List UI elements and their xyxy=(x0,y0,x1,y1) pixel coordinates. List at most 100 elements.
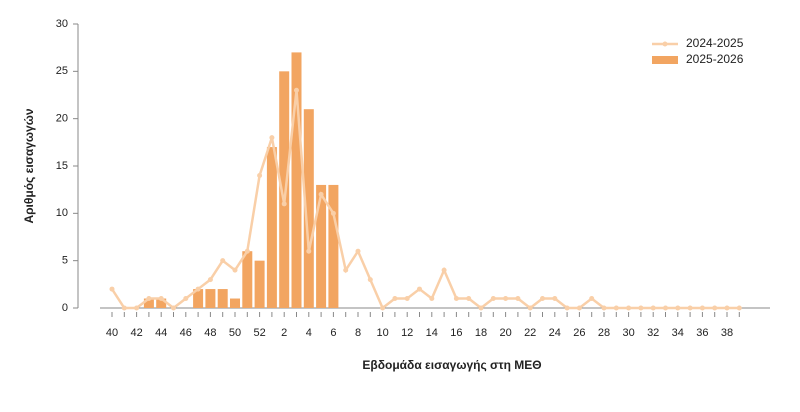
y-tick-label: 30 xyxy=(56,18,68,30)
point xyxy=(269,135,275,141)
point xyxy=(724,305,730,311)
bar xyxy=(291,52,302,309)
x-tick-label: 6 xyxy=(330,327,336,339)
x-tick-label: 38 xyxy=(721,327,733,339)
x-tick-label: 52 xyxy=(253,327,265,339)
x-tick-label: 4 xyxy=(306,327,312,339)
point xyxy=(699,305,705,311)
point xyxy=(158,296,164,302)
x-tick-label: 36 xyxy=(696,327,708,339)
bar xyxy=(303,109,314,308)
point xyxy=(515,296,521,302)
point xyxy=(244,248,250,254)
point xyxy=(281,201,287,207)
x-tick-label: 46 xyxy=(180,327,192,339)
point xyxy=(429,296,435,302)
point xyxy=(478,305,484,311)
point xyxy=(306,248,312,254)
bar xyxy=(242,251,253,308)
point xyxy=(232,267,238,273)
x-tick-label: 18 xyxy=(475,327,487,339)
legend-label: 2024-2025 xyxy=(686,36,744,50)
legend-point xyxy=(662,41,668,47)
point xyxy=(490,296,496,302)
x-tick-label: 2 xyxy=(281,327,287,339)
point xyxy=(417,286,422,292)
point xyxy=(171,305,176,311)
point xyxy=(207,277,213,283)
point xyxy=(601,305,607,311)
point xyxy=(589,296,595,302)
bar xyxy=(328,184,339,308)
bar xyxy=(143,298,154,308)
point xyxy=(540,296,545,302)
point xyxy=(257,172,263,178)
x-tick-label: 24 xyxy=(549,327,561,339)
point xyxy=(650,305,656,311)
bar xyxy=(217,289,228,308)
x-tick-label: 16 xyxy=(450,327,462,339)
bar xyxy=(254,260,265,308)
y-tick-label: 0 xyxy=(62,302,68,314)
point xyxy=(736,305,742,311)
point xyxy=(527,305,533,311)
x-tick-label: 42 xyxy=(130,327,142,339)
point xyxy=(318,191,324,197)
x-tick-label: 32 xyxy=(647,327,659,339)
point xyxy=(343,267,349,273)
point xyxy=(109,286,115,292)
y-tick-label: 5 xyxy=(62,255,68,267)
point xyxy=(121,305,127,311)
x-tick-label: 20 xyxy=(499,327,511,339)
point xyxy=(503,296,509,302)
point xyxy=(687,305,693,311)
point xyxy=(576,305,582,311)
x-tick-label: 44 xyxy=(155,327,167,339)
x-tick-label: 8 xyxy=(355,327,361,339)
bar xyxy=(156,298,167,308)
point xyxy=(675,305,681,311)
point xyxy=(330,210,336,216)
point xyxy=(663,305,668,311)
x-tick-label: 30 xyxy=(622,327,634,339)
x-axis-label: Εβδομάδα εισαγωγής στη ΜΕΘ xyxy=(362,358,541,372)
legend-swatch xyxy=(652,56,678,64)
point xyxy=(355,248,361,254)
x-tick-label: 14 xyxy=(426,327,438,339)
x-tick-label: 22 xyxy=(524,327,536,339)
bar xyxy=(316,184,327,308)
point xyxy=(404,296,410,302)
bar xyxy=(279,71,290,308)
point xyxy=(441,267,447,273)
y-tick-label: 15 xyxy=(56,160,68,172)
line xyxy=(110,90,740,310)
point xyxy=(626,305,632,311)
bar xyxy=(205,289,216,308)
legend-label: 2025-2026 xyxy=(686,52,744,66)
x-tick-label: 40 xyxy=(106,327,118,339)
y-axis-label: Αριθμός εισαγωγών xyxy=(22,108,36,223)
point xyxy=(183,296,189,302)
bar xyxy=(193,289,204,308)
x-tick-label: 34 xyxy=(672,327,684,339)
y-tick-label: 25 xyxy=(56,65,68,77)
point xyxy=(146,296,152,302)
point xyxy=(613,305,619,311)
point xyxy=(220,258,226,264)
x-tick-label: 12 xyxy=(401,327,413,339)
point xyxy=(294,87,299,93)
y-tick-label: 10 xyxy=(56,207,68,219)
point xyxy=(134,305,140,311)
point xyxy=(380,305,386,311)
point xyxy=(453,296,459,302)
point xyxy=(392,296,398,302)
y-tick-label: 20 xyxy=(56,113,68,125)
x-tick-label: 10 xyxy=(376,327,388,339)
x-tick-label: 26 xyxy=(573,327,585,339)
point xyxy=(552,296,558,302)
point xyxy=(638,305,644,311)
point xyxy=(564,305,570,311)
point xyxy=(466,296,472,302)
bar xyxy=(230,298,240,308)
